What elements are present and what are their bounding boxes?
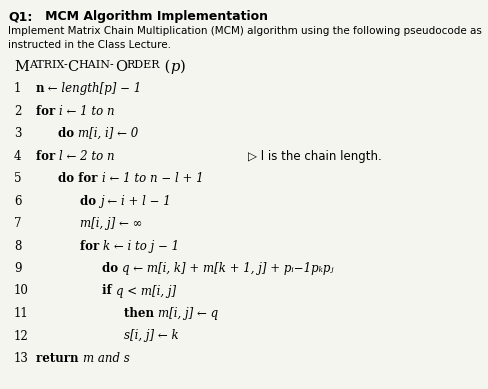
Text: m and s: m and s bbox=[82, 352, 129, 365]
Text: O: O bbox=[115, 60, 127, 74]
Text: for: for bbox=[80, 240, 103, 252]
Text: n: n bbox=[36, 82, 44, 95]
Text: HAIN-: HAIN- bbox=[79, 60, 115, 70]
Text: i ← 1 to n − l + 1: i ← 1 to n − l + 1 bbox=[102, 172, 203, 185]
Text: p: p bbox=[170, 60, 180, 74]
Text: return: return bbox=[36, 352, 82, 365]
Text: j ← i + l − 1: j ← i + l − 1 bbox=[100, 194, 171, 207]
Text: q < m[i, j]: q < m[i, j] bbox=[116, 284, 176, 298]
Text: for: for bbox=[36, 149, 60, 163]
Text: ▷ l is the chain length.: ▷ l is the chain length. bbox=[248, 149, 382, 163]
Text: 6: 6 bbox=[14, 194, 21, 207]
Text: q ← m[i, k] + m[k + 1, j] + pᵢ−1pₖpⱼ: q ← m[i, k] + m[k + 1, j] + pᵢ−1pₖpⱼ bbox=[122, 262, 334, 275]
Text: m[i, i] ← 0: m[i, i] ← 0 bbox=[78, 127, 139, 140]
Text: 1: 1 bbox=[14, 82, 21, 95]
Text: m[i, j] ← q: m[i, j] ← q bbox=[158, 307, 218, 320]
Text: M: M bbox=[14, 60, 29, 74]
Text: 11: 11 bbox=[14, 307, 29, 320]
Text: Q1:: Q1: bbox=[8, 10, 32, 23]
Text: l ← 2 to n: l ← 2 to n bbox=[60, 149, 115, 163]
Text: instructed in the Class Lecture.: instructed in the Class Lecture. bbox=[8, 40, 171, 50]
Text: for: for bbox=[36, 105, 60, 117]
Text: i ← 1 to n: i ← 1 to n bbox=[60, 105, 115, 117]
Text: 4: 4 bbox=[14, 149, 21, 163]
Text: s[i, j] ← k: s[i, j] ← k bbox=[124, 329, 179, 342]
Text: 7: 7 bbox=[14, 217, 21, 230]
Text: if: if bbox=[102, 284, 116, 298]
Text: do: do bbox=[80, 194, 100, 207]
Text: 8: 8 bbox=[14, 240, 21, 252]
Text: do for: do for bbox=[58, 172, 102, 185]
Text: 2: 2 bbox=[14, 105, 21, 117]
Text: C: C bbox=[68, 60, 79, 74]
Text: MCM Algorithm Implementation: MCM Algorithm Implementation bbox=[32, 10, 268, 23]
Text: then: then bbox=[124, 307, 158, 320]
Text: RDER: RDER bbox=[127, 60, 160, 70]
Text: 13: 13 bbox=[14, 352, 29, 365]
Text: k ← i to j − 1: k ← i to j − 1 bbox=[103, 240, 180, 252]
Text: 3: 3 bbox=[14, 127, 21, 140]
Text: ): ) bbox=[180, 60, 185, 74]
Text: ATRIX-: ATRIX- bbox=[29, 60, 68, 70]
Text: m[i, j] ← ∞: m[i, j] ← ∞ bbox=[80, 217, 142, 230]
Text: 12: 12 bbox=[14, 329, 29, 342]
Text: do: do bbox=[102, 262, 122, 275]
Text: do: do bbox=[58, 127, 78, 140]
Text: ← length[p] − 1: ← length[p] − 1 bbox=[44, 82, 142, 95]
Text: (: ( bbox=[160, 60, 170, 74]
Text: 9: 9 bbox=[14, 262, 21, 275]
Text: Implement Matrix Chain Multiplication (MCM) algorithm using the following pseudo: Implement Matrix Chain Multiplication (M… bbox=[8, 26, 482, 36]
Text: 10: 10 bbox=[14, 284, 29, 298]
Text: 5: 5 bbox=[14, 172, 21, 185]
